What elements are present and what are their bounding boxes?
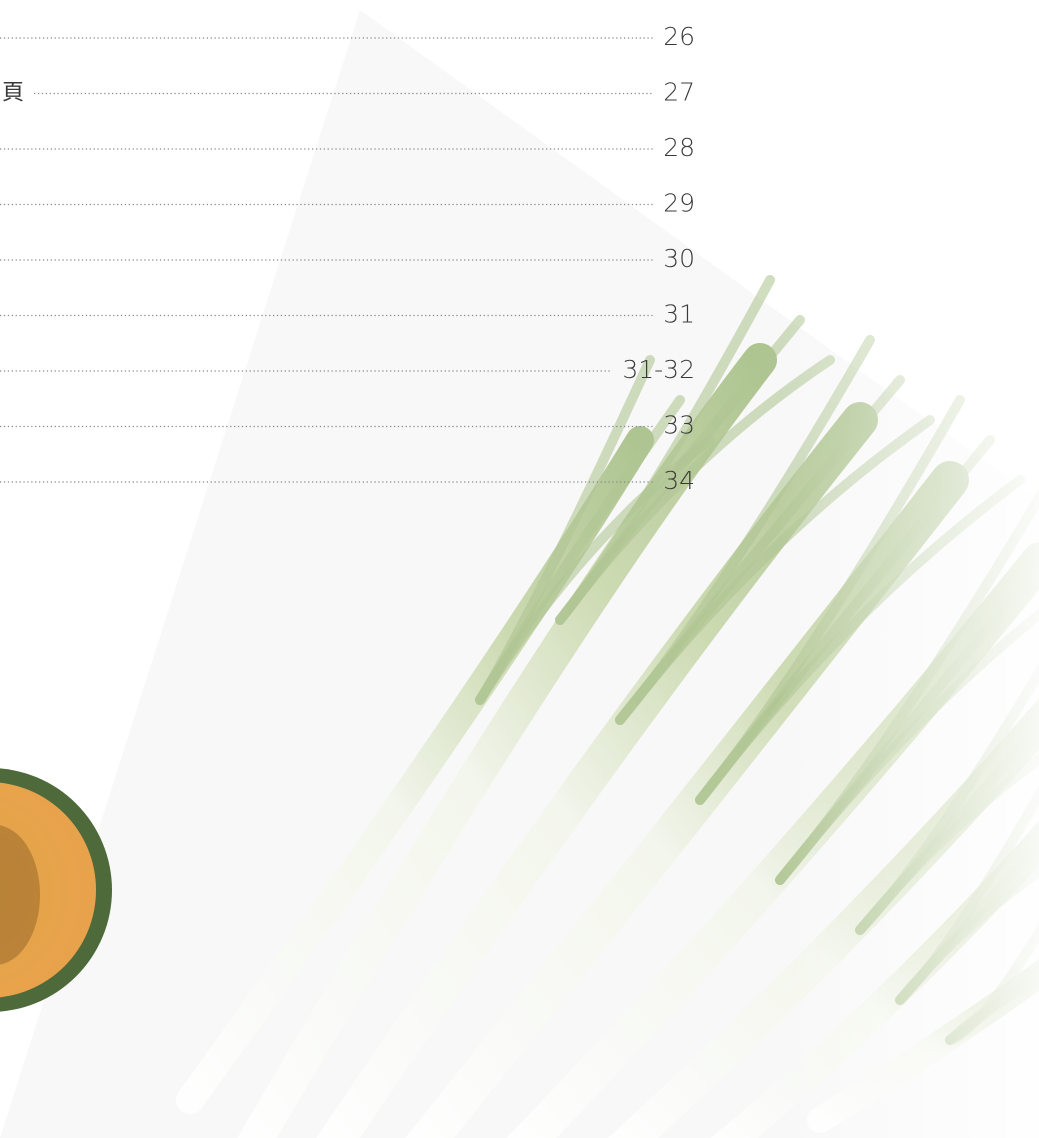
page-number: 29 [663,189,695,218]
page-number: 27 [663,78,695,107]
page-number: 34 [663,466,695,495]
entry-title: 頁 [2,81,24,106]
image-fade [0,0,1039,1138]
document-page: 26 頁 27 28 29 30 31 31-32 33 34 [0,0,1039,1138]
page: {"toc": {"entries": [ {"page": "26"}, {"… [0,0,1039,1138]
page-number: 31-32 [622,355,695,384]
page-number: 30 [663,244,695,273]
page-number: 31 [663,300,695,329]
page-number: 33 [663,411,695,440]
page-number: 26 [663,22,695,51]
page-number: 28 [663,133,695,162]
